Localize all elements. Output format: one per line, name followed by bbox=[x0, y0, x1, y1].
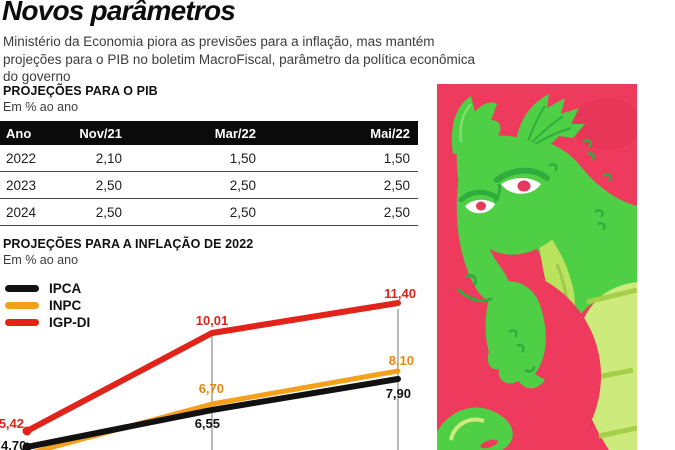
legend-item-igpdi: IGP-DI bbox=[5, 314, 90, 331]
igpdi-line-swatch-icon bbox=[5, 319, 39, 326]
dragon-tail-curl bbox=[437, 407, 513, 450]
cell-value: 2,50 bbox=[95, 204, 122, 220]
ipca-line bbox=[24, 376, 401, 450]
dragon-illustration bbox=[437, 84, 637, 450]
pib-table: Ano Nov/21 Mar/22 Mai/22 2022 2,10 1,50 … bbox=[0, 121, 418, 226]
cell-value: 2,50 bbox=[229, 177, 256, 193]
scale-squiggles bbox=[548, 139, 612, 231]
igpdi-line bbox=[24, 300, 401, 434]
col-header-mar22: Mar/22 bbox=[214, 125, 256, 141]
dragon-eye-right bbox=[494, 167, 550, 194]
dragon-eye-left bbox=[458, 189, 500, 214]
igpdi-value-label: 10,01 bbox=[196, 313, 229, 328]
col-header-nov21: Nov/21 bbox=[79, 125, 122, 141]
cell-year: 2022 bbox=[6, 150, 37, 166]
claw-details bbox=[508, 329, 536, 373]
cell-year: 2023 bbox=[6, 177, 37, 193]
pib-section-title: PROJEÇÕES PARA O PIB bbox=[3, 84, 158, 98]
inpc-value-label: 8,10 bbox=[389, 353, 414, 368]
col-header-ano: Ano bbox=[6, 125, 32, 141]
legend-label: IPCA bbox=[49, 281, 82, 296]
cell-value: 1,50 bbox=[383, 150, 410, 166]
cell-value: 2,50 bbox=[383, 177, 410, 193]
chart-legend: IPCA INPC IGP-DI bbox=[5, 280, 90, 331]
inflation-section-title: PROJEÇÕES PARA A INFLAÇÃO DE 2022 bbox=[3, 237, 254, 251]
legend-label: IGP-DI bbox=[49, 315, 91, 330]
cell-value: 2,50 bbox=[95, 177, 122, 193]
table-row: 2022 2,10 1,50 1,50 bbox=[0, 145, 418, 172]
dragon-head bbox=[456, 135, 574, 255]
brow-frown-line bbox=[493, 183, 502, 203]
inflation-line-chart: 5,42 10,01 11,40 4,70 6,55 7,90 6,70 8,1… bbox=[0, 286, 416, 450]
table-row: 2024 2,50 2,50 2,50 bbox=[0, 199, 418, 226]
ipca-value-label: 6,55 bbox=[195, 416, 220, 431]
igpdi-value-label: 11,40 bbox=[384, 286, 416, 301]
inflation-section-unit: Em % ao ano bbox=[3, 253, 79, 267]
legend-label: INPC bbox=[49, 298, 82, 313]
ipca-value-label: 4,70 bbox=[1, 438, 26, 450]
ipca-line-swatch-icon bbox=[5, 285, 39, 292]
cell-value: 1,50 bbox=[229, 150, 256, 166]
legend-item-ipca: IPCA bbox=[5, 280, 90, 297]
ipca-value-label: 7,90 bbox=[386, 386, 411, 401]
cell-value: 2,50 bbox=[383, 204, 410, 220]
nostril-mouth-details bbox=[457, 274, 493, 303]
table-row: 2023 2,50 2,50 2,50 bbox=[0, 172, 418, 199]
igpdi-start-point bbox=[22, 426, 32, 436]
igpdi-value-label: 5,42 bbox=[0, 416, 24, 431]
ipca-start-point bbox=[22, 442, 32, 450]
page-title: Novos parâmetros bbox=[2, 0, 236, 26]
legend-item-inpc: INPC bbox=[5, 297, 90, 314]
inpc-line-swatch-icon bbox=[5, 302, 39, 309]
inpc-value-label: 6,70 bbox=[199, 381, 224, 396]
pib-table-header: Ano Nov/21 Mar/22 Mai/22 bbox=[0, 121, 418, 145]
cell-value: 2,10 bbox=[95, 150, 122, 166]
cell-value: 2,50 bbox=[229, 204, 256, 220]
page-subtitle: Ministério da Economia piora as previsõe… bbox=[3, 34, 475, 84]
pib-section-unit: Em % ao ano bbox=[3, 100, 79, 114]
cell-year: 2024 bbox=[6, 204, 37, 220]
col-header-mai22: Mai/22 bbox=[370, 125, 410, 141]
